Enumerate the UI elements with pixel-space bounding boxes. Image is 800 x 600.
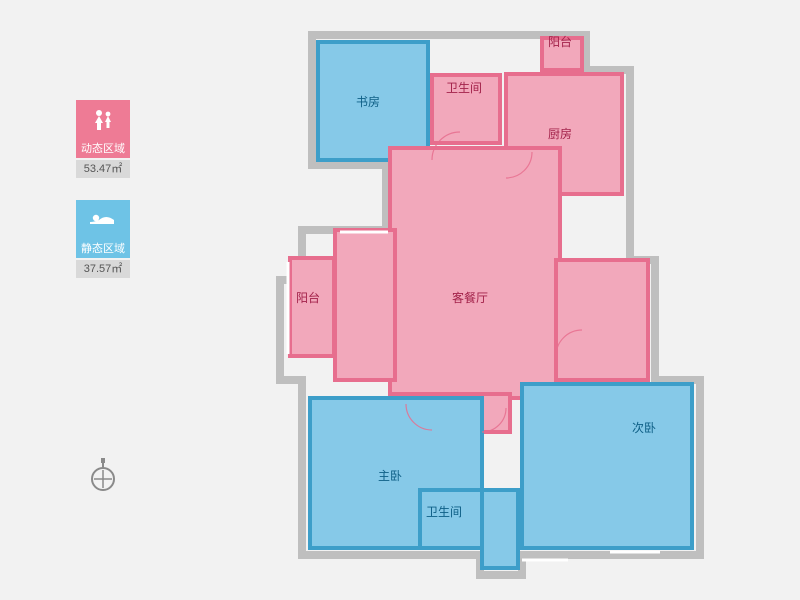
room-living_ext_left	[335, 230, 395, 380]
room-label-study: 书房	[356, 94, 380, 109]
room-label-living: 客餐厅	[452, 290, 488, 305]
room-label-second: 次卧	[632, 421, 656, 435]
room-bath2	[420, 490, 482, 548]
room-label-bath2: 卫生间	[426, 505, 462, 519]
room-label-balcony_top: 阳台	[548, 34, 572, 49]
room-label-bath1: 卫生间	[446, 81, 482, 95]
room-label-balcony_left: 阳台	[296, 290, 320, 305]
floorplan-svg: 书房卫生间阳台厨房客餐厅阳台主卧卫生间次卧	[0, 0, 800, 600]
room-living	[390, 148, 560, 398]
room-second	[522, 384, 692, 548]
room-label-kitchen: 厨房	[548, 126, 572, 141]
room-living_ext_right	[556, 260, 648, 380]
room-balcony_left	[290, 258, 334, 356]
room-label-master: 主卧	[378, 469, 402, 483]
floorplan-canvas: 动态区域 53.47㎡ 静态区域 37.57㎡ 书房卫生间阳台厨房客餐厅阳台主卧…	[0, 0, 800, 600]
room-bath2_ext	[482, 490, 518, 568]
